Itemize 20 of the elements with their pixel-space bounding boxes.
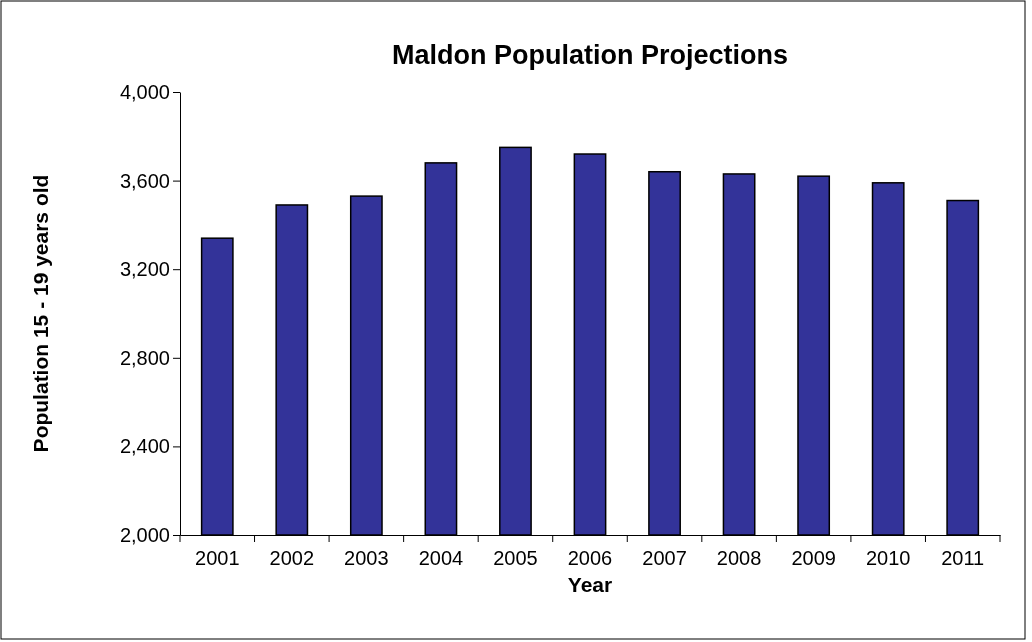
x-tick-label: 2009	[791, 547, 836, 569]
y-tick-label: 4,000	[119, 80, 170, 103]
x-tick-label: 2007	[642, 547, 687, 569]
y-tick-label: 2,800	[119, 346, 170, 369]
x-tick-label: 2008	[716, 547, 762, 569]
y-tick-label: 3,200	[119, 258, 170, 281]
y-tick-label: 2,000	[119, 523, 170, 546]
x-tick-label: 2003	[344, 547, 389, 569]
x-axis-title: Year	[567, 573, 613, 596]
x-tick-label: 2006	[567, 547, 613, 569]
x-tick-label: 2001	[195, 547, 240, 569]
y-tick-label: 3,600	[119, 169, 170, 192]
x-tick-label: 2010	[865, 547, 911, 569]
y-tick-label: 2,400	[119, 435, 170, 458]
x-tick-label: 2002	[269, 547, 315, 569]
chart-title: Maldon Population Projections	[391, 40, 789, 70]
x-tick-label: 2011	[941, 547, 985, 569]
y-axis-title: Population 15 - 19 years old	[29, 174, 52, 453]
x-tick-label: 2004	[418, 547, 464, 569]
x-tick-label: 2005	[493, 547, 538, 569]
